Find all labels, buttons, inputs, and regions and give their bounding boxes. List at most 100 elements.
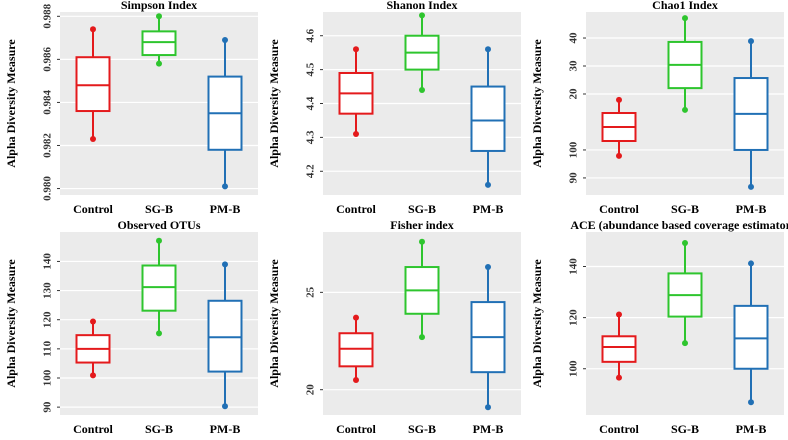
max-point bbox=[90, 318, 96, 325]
y-tick-label: 4.3 bbox=[305, 130, 317, 144]
box bbox=[601, 335, 637, 363]
max-point bbox=[222, 36, 228, 43]
x-tick-label: PM-B bbox=[210, 202, 241, 216]
x-tick-label: PM-B bbox=[736, 422, 767, 436]
max-point bbox=[353, 46, 359, 53]
y-tick-label: 140 bbox=[568, 258, 580, 275]
max-point bbox=[156, 13, 162, 20]
y-tick-label: 110 bbox=[42, 340, 54, 356]
x-tick-label: PM-B bbox=[736, 202, 767, 216]
box bbox=[75, 56, 111, 113]
box bbox=[207, 299, 243, 373]
min-point bbox=[682, 340, 688, 347]
y-tick-label: 0.988 bbox=[42, 3, 54, 28]
box bbox=[733, 304, 769, 370]
max-point bbox=[90, 26, 96, 33]
y-tick-label: 0.982 bbox=[42, 133, 54, 158]
x-tick-label: SG-B bbox=[145, 422, 173, 436]
min-point bbox=[90, 136, 96, 143]
x-tick-label: SG-B bbox=[408, 202, 436, 216]
x-tick-label: SG-B bbox=[671, 202, 699, 216]
max-point bbox=[419, 12, 425, 19]
min-point bbox=[485, 404, 491, 411]
x-tick-label: PM-B bbox=[473, 422, 504, 436]
box bbox=[141, 30, 177, 57]
y-tick-label: 100 bbox=[42, 369, 54, 386]
min-point bbox=[419, 334, 425, 341]
max-point bbox=[616, 96, 622, 103]
y-tick-label: 40 bbox=[568, 32, 580, 44]
max-point bbox=[485, 264, 491, 271]
min-point bbox=[222, 403, 228, 410]
x-tick-label: Control bbox=[336, 422, 376, 436]
min-point bbox=[156, 60, 162, 67]
box bbox=[470, 85, 506, 152]
y-tick-label: 20 bbox=[305, 384, 317, 396]
y-tick-label: 4.5 bbox=[305, 62, 317, 76]
min-point bbox=[682, 106, 688, 113]
y-tick-label: 90 bbox=[568, 172, 580, 184]
max-point bbox=[156, 237, 162, 244]
y-axis-label: Alpha Diversity Measure bbox=[4, 39, 18, 168]
x-tick-label: SG-B bbox=[671, 422, 699, 436]
y-tick-label: 30 bbox=[568, 60, 580, 72]
min-point bbox=[616, 374, 622, 381]
y-tick-label: 130 bbox=[42, 282, 54, 299]
chart-title: ACE (abundance based coverage estimators… bbox=[570, 218, 788, 232]
chart-title: Simpson Index bbox=[121, 0, 197, 12]
max-point bbox=[748, 38, 754, 45]
y-axis-label: Alpha Diversity Measure bbox=[267, 39, 281, 168]
y-tick-label: 120 bbox=[568, 309, 580, 326]
max-point bbox=[748, 260, 754, 267]
max-point bbox=[682, 15, 688, 22]
chart-title: Fisher index bbox=[390, 218, 453, 232]
y-tick-label: 140 bbox=[42, 253, 54, 270]
min-point bbox=[419, 86, 425, 93]
min-point bbox=[353, 131, 359, 137]
y-tick-label: 4.6 bbox=[305, 28, 317, 42]
y-tick-label: 4.2 bbox=[305, 164, 317, 178]
min-point bbox=[748, 183, 754, 190]
x-tick-label: SG-B bbox=[408, 422, 436, 436]
y-tick-label: 25 bbox=[305, 286, 317, 298]
y-tick-label: 0.986 bbox=[42, 46, 54, 71]
y-tick-label: 4.4 bbox=[305, 96, 317, 110]
y-tick-label: 90 bbox=[42, 401, 54, 413]
min-point bbox=[616, 152, 622, 159]
x-tick-label: Control bbox=[599, 422, 639, 436]
chart-title: Shanon Index bbox=[386, 0, 457, 12]
y-tick-label: 120 bbox=[42, 311, 54, 328]
chart-title: Chao1 Index bbox=[652, 0, 718, 12]
min-point bbox=[156, 330, 162, 337]
x-tick-label: Control bbox=[336, 202, 376, 216]
chart-title: Observed OTUs bbox=[117, 218, 200, 232]
x-tick-label: PM-B bbox=[210, 422, 241, 436]
box bbox=[141, 264, 177, 312]
max-point bbox=[353, 314, 359, 321]
min-point bbox=[90, 372, 96, 379]
y-axis-label: Alpha Diversity Measure bbox=[530, 39, 544, 168]
y-tick-label: 100 bbox=[568, 141, 580, 158]
y-tick-label: 20 bbox=[568, 88, 580, 100]
y-axis-label: Alpha Diversity Measure bbox=[530, 259, 544, 388]
y-tick-label: 0.984 bbox=[42, 90, 54, 115]
x-tick-label: Control bbox=[73, 202, 113, 216]
max-point bbox=[419, 238, 425, 245]
min-point bbox=[748, 399, 754, 406]
y-axis-label: Alpha Diversity Measure bbox=[4, 259, 18, 388]
max-point bbox=[682, 239, 688, 246]
min-point bbox=[222, 183, 228, 190]
x-tick-label: SG-B bbox=[145, 202, 173, 216]
x-tick-label: PM-B bbox=[473, 202, 504, 216]
y-tick-label: 0.980 bbox=[42, 176, 54, 201]
max-point bbox=[616, 311, 622, 318]
x-tick-label: Control bbox=[73, 422, 113, 436]
min-point bbox=[485, 181, 491, 188]
y-tick-label: 100 bbox=[568, 360, 580, 377]
min-point bbox=[353, 376, 359, 383]
y-axis-label: Alpha Diversity Measure bbox=[267, 259, 281, 388]
max-point bbox=[485, 46, 491, 53]
max-point bbox=[222, 261, 228, 268]
x-tick-label: Control bbox=[599, 202, 639, 216]
